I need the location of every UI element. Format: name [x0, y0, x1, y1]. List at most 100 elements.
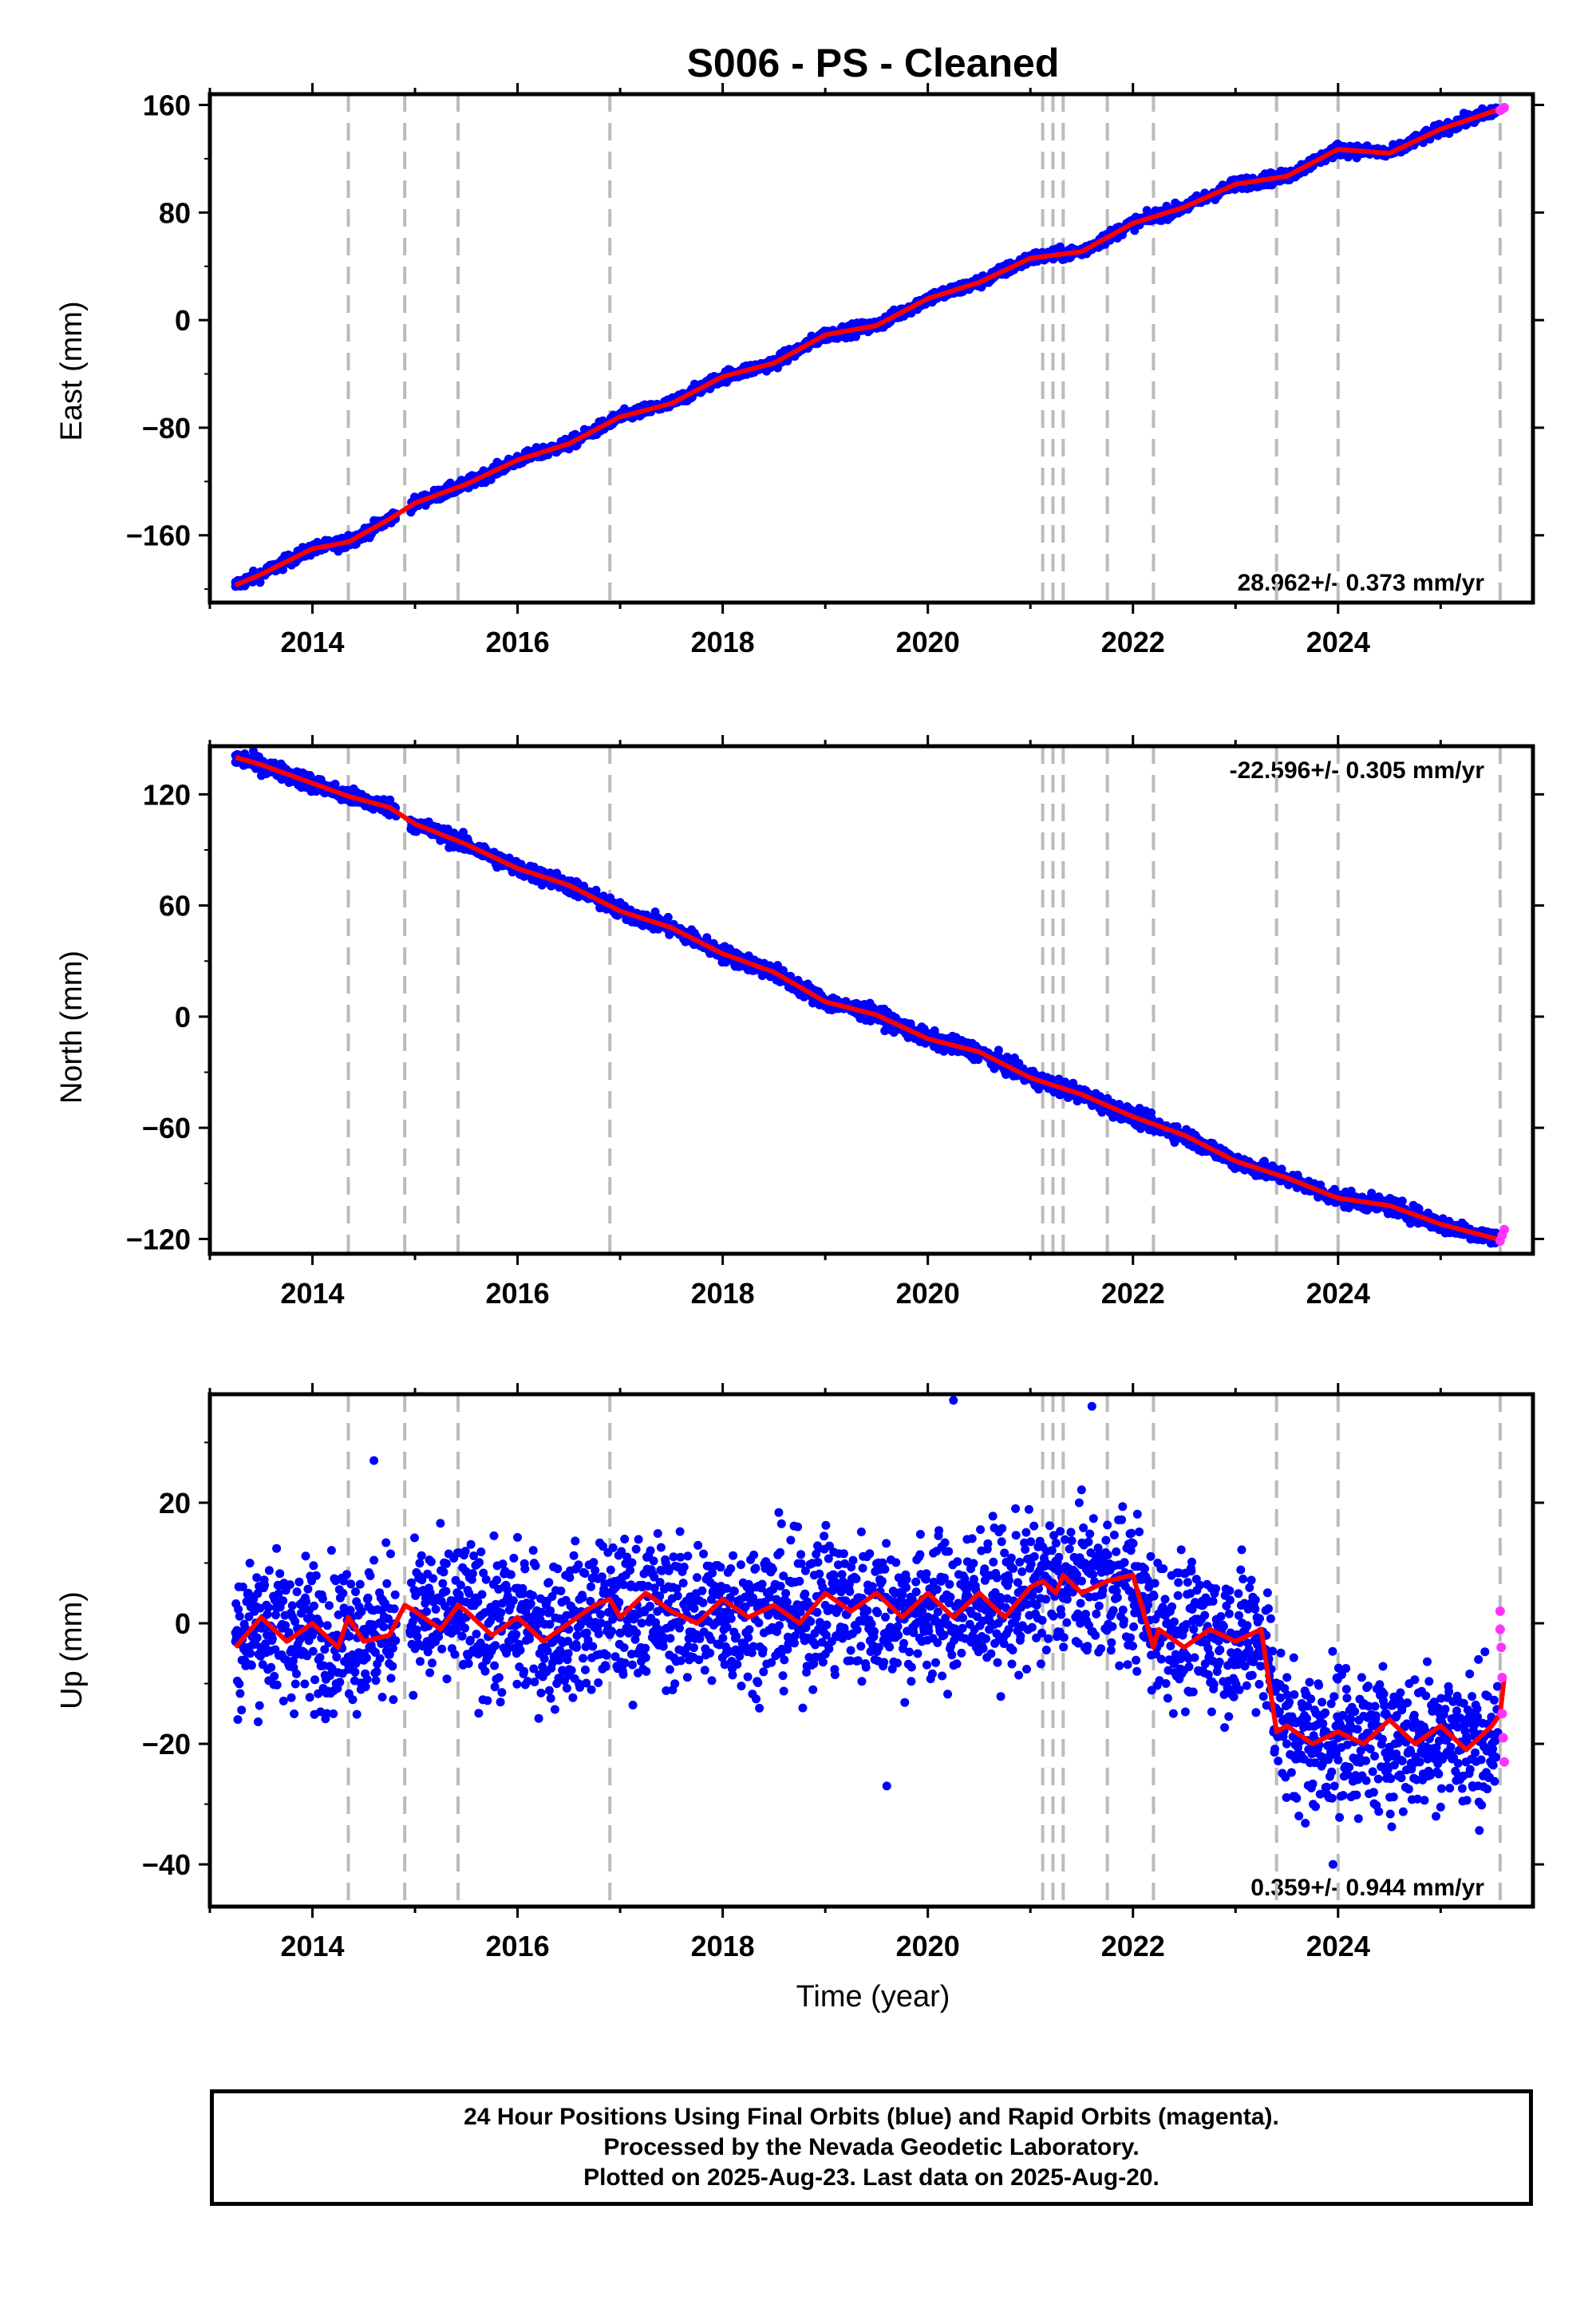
up-final-point-331 — [384, 1614, 393, 1623]
up-final-point-87 — [271, 1611, 280, 1620]
north-xtick-label-0: 2014 — [280, 1277, 344, 1310]
north-final-point-1414 — [1115, 1100, 1124, 1109]
up-y-label: Up (mm) — [55, 1591, 89, 1709]
up-final-point-534 — [491, 1641, 500, 1650]
up-final-point-545 — [496, 1697, 505, 1707]
up-final-point-132 — [292, 1669, 301, 1678]
north-ytick-label-2: 0 — [175, 1001, 191, 1034]
up-final-point-284 — [361, 1653, 371, 1662]
up-final-point-259 — [350, 1667, 360, 1677]
up-final-point-654 — [546, 1694, 555, 1703]
north-final-point-1874 — [1397, 1196, 1407, 1206]
north-final-point-681 — [663, 912, 673, 922]
up-final-point-90 — [272, 1680, 282, 1690]
up-final-point-562 — [504, 1644, 513, 1653]
east-y-label: East (mm) — [55, 301, 89, 441]
up-final-point-512 — [480, 1666, 490, 1676]
east-xtick-label-0: 2014 — [280, 626, 344, 658]
up-final-point-651 — [544, 1686, 554, 1695]
up-final-point-359 — [410, 1533, 419, 1543]
up-final-point-459 — [456, 1580, 465, 1590]
up-final-point-374 — [417, 1551, 426, 1560]
up-final-point-356 — [409, 1690, 418, 1700]
up-final-point-429 — [442, 1674, 452, 1684]
up-panel: Up (mm) 0.359+/- 0.944 mm/yr — [55, 1591, 1484, 1901]
up-final-point-234 — [339, 1576, 348, 1586]
up-final-point-393 — [425, 1588, 435, 1598]
up-final-point-254 — [348, 1695, 358, 1705]
east-final-orbit-points — [231, 103, 1503, 591]
up-final-point-127 — [290, 1709, 299, 1718]
up-final-point-46 — [252, 1573, 262, 1583]
up-final-point-672 — [555, 1655, 564, 1665]
up-final-point-84 — [270, 1671, 279, 1681]
up-final-point-596 — [519, 1666, 529, 1676]
north-rapid-point-2 — [1499, 1224, 1509, 1235]
up-final-point-653 — [546, 1606, 555, 1615]
up-final-point-341 — [388, 1643, 397, 1653]
up-final-point-285 — [362, 1674, 372, 1684]
up-final-point-116 — [284, 1628, 294, 1638]
up-final-point-168 — [308, 1646, 318, 1656]
up-final-point-203 — [325, 1601, 334, 1611]
up-final-point-9 — [235, 1611, 244, 1621]
up-final-point-108 — [281, 1621, 290, 1630]
up-final-point-175 — [311, 1571, 321, 1580]
up-final-point-475 — [464, 1651, 473, 1661]
up-final-point-304 — [371, 1676, 381, 1686]
up-final-point-621 — [531, 1561, 540, 1571]
up-final-point-385 — [422, 1607, 432, 1616]
up-final-point-669 — [553, 1564, 563, 1574]
up-rate-label: 0.359+/- 0.944 mm/yr — [1250, 1875, 1484, 1901]
up-final-point-450 — [452, 1626, 461, 1635]
north-xtick-label-4: 2022 — [1101, 1277, 1165, 1310]
up-final-point-270 — [355, 1579, 365, 1589]
up-final-point-336 — [386, 1549, 395, 1559]
up-final-point-73 — [264, 1566, 274, 1575]
up-final-point-189 — [318, 1594, 327, 1603]
up-final-point-487 — [469, 1551, 479, 1560]
north-y-label: North (mm) — [55, 951, 89, 1104]
up-final-point-546 — [496, 1608, 506, 1618]
east-final-point-40 — [255, 578, 265, 587]
up-final-point-96 — [275, 1569, 285, 1579]
up-final-point-65 — [261, 1639, 271, 1649]
up-final-point-499 — [475, 1558, 484, 1567]
north-xtick-label-2: 2018 — [691, 1277, 755, 1310]
up-final-point-611 — [526, 1599, 535, 1608]
up-final-point-615 — [528, 1591, 538, 1600]
east-ytick-label-4: 160 — [143, 89, 191, 121]
up-final-point-249 — [346, 1606, 355, 1615]
up-final-point-63 — [260, 1580, 270, 1590]
up-final-point-150 — [300, 1679, 310, 1689]
north-xtick-label-3: 2020 — [896, 1277, 960, 1310]
up-final-point-476 — [464, 1659, 473, 1668]
up-final-point-579 — [512, 1630, 521, 1639]
up-final-point-395 — [426, 1557, 436, 1567]
east-panel: East (mm) 28.962+/- 0.373 mm/yr — [55, 301, 1484, 596]
up-final-point-695 — [565, 1573, 575, 1583]
up-final-point-352 — [407, 1578, 416, 1587]
up-final-point-118 — [285, 1580, 294, 1590]
chart-title: S006 - PS - Cleaned — [687, 41, 1060, 85]
up-final-point-130 — [290, 1679, 300, 1689]
up-final-point-306 — [372, 1667, 381, 1677]
up-final-point-619 — [530, 1678, 539, 1686]
up-final-point-604 — [523, 1677, 532, 1686]
up-final-point-346 — [390, 1590, 400, 1599]
up-final-point-172 — [310, 1675, 320, 1685]
up-final-point-469 — [460, 1547, 470, 1556]
up-final-point-428 — [441, 1559, 451, 1568]
up-final-point-104 — [279, 1696, 288, 1705]
up-final-point-169 — [309, 1561, 318, 1571]
up-final-point-537 — [492, 1575, 501, 1585]
up-final-point-152 — [301, 1551, 310, 1561]
up-final-point-548 — [497, 1688, 507, 1697]
north-ytick-label-3: 60 — [159, 890, 191, 923]
up-final-point-250 — [346, 1579, 356, 1589]
up-final-point-13 — [237, 1705, 247, 1715]
up-final-point-550 — [498, 1559, 508, 1569]
